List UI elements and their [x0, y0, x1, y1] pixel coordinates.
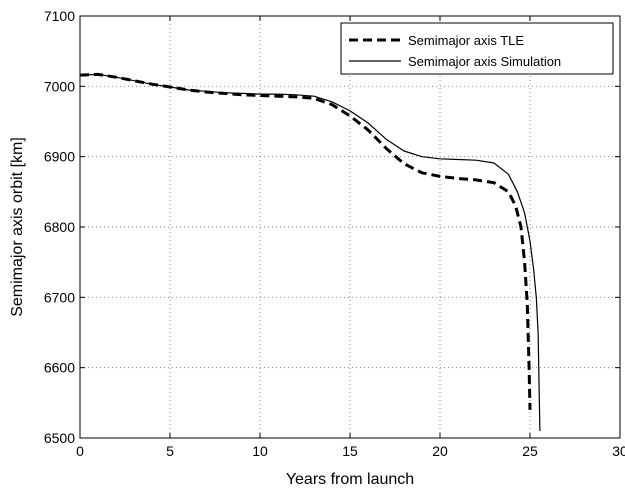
x-tick-label: 20: [432, 443, 448, 459]
y-tick-label: 7000: [44, 78, 75, 94]
legend-label-tle: Semimajor axis TLE: [408, 33, 524, 48]
series-line-tle: [79, 72, 532, 410]
y-tick-label: 6600: [44, 360, 75, 376]
series-lines: [79, 72, 541, 432]
x-tick-label: 5: [166, 443, 174, 459]
legend-box: [340, 22, 614, 75]
legend: Semimajor axis TLE Semimajor axis Simula…: [340, 22, 614, 75]
x-tick-label: 0: [76, 443, 84, 459]
axis-ticks: 0 5 10 15 20 25 30 6500 6600 6700 6800 6900 7000 7100: [44, 8, 625, 459]
x-tick-label: 10: [252, 443, 268, 459]
x-tick-label: 25: [522, 443, 538, 459]
y-axis-label: Semimajor axis orbit [km]: [9, 137, 26, 317]
y-tick-label: 6800: [44, 219, 75, 235]
y-tick-label: 6700: [44, 289, 75, 305]
legend-label-simulation: Semimajor axis Simulation: [408, 54, 561, 69]
x-tick-label: 15: [342, 443, 358, 459]
x-axis-label: Years from launch: [286, 471, 414, 488]
x-tick-label: 30: [612, 443, 625, 459]
y-tick-label: 6900: [44, 149, 75, 165]
series-line-simulation: [79, 73, 541, 432]
y-tick-label: 6500: [44, 430, 75, 446]
y-tick-label: 7100: [44, 8, 75, 24]
